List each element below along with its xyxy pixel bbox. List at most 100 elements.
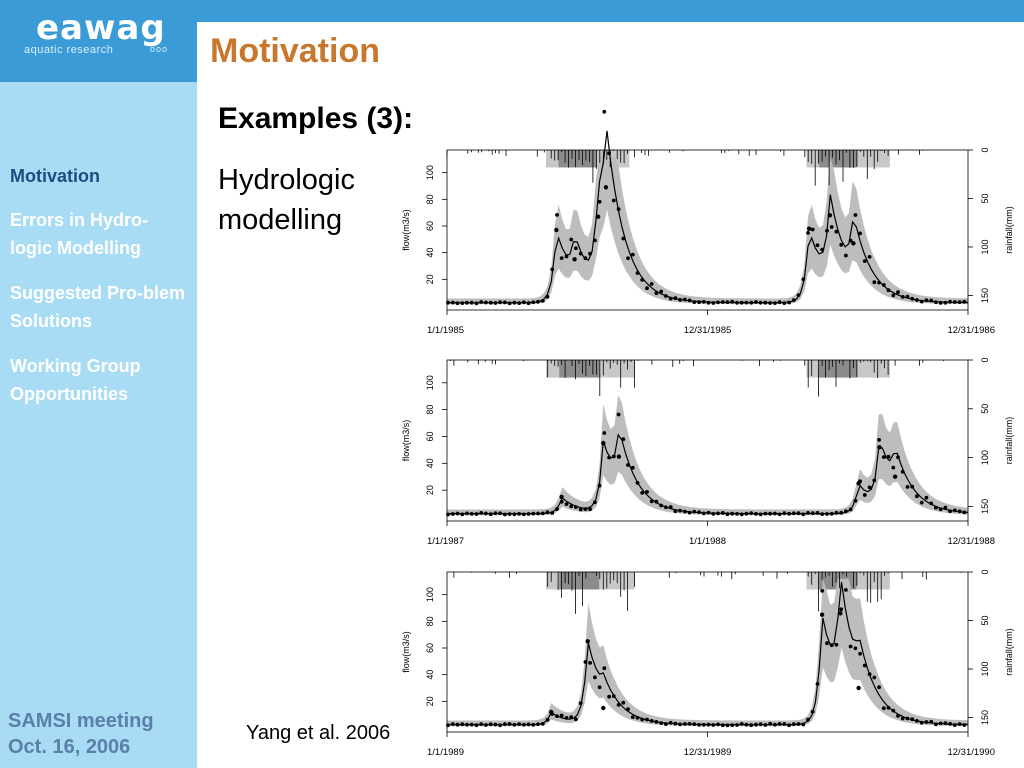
observed-flow-point — [844, 509, 848, 514]
observed-flow-point — [938, 507, 943, 512]
observed-flow-point — [881, 706, 886, 711]
observed-flow-point — [896, 290, 900, 295]
observed-peak-point — [892, 474, 898, 479]
observed-flow-point — [687, 722, 692, 726]
observed-flow-point — [929, 298, 934, 303]
sidebar-item-solutions[interactable]: Suggested Pro-blem Solutions — [10, 283, 186, 331]
rainfall-axis-label: rainfall(mm) — [1004, 417, 1014, 465]
observed-flow-point — [910, 484, 915, 489]
observed-peak-point — [856, 685, 861, 691]
observed-flow-point — [777, 512, 782, 517]
observed-flow-point — [773, 301, 777, 305]
observed-flow-point — [474, 723, 479, 728]
observed-flow-point — [668, 296, 673, 301]
rainfall-tick-label: 150 — [980, 710, 990, 725]
observed-flow-point — [479, 511, 484, 515]
observed-flow-point — [957, 722, 962, 726]
observed-flow-point — [730, 511, 735, 516]
observed-flow-point — [872, 675, 877, 680]
rainfall-tick-label: 50 — [980, 404, 990, 414]
uncertainty-band — [447, 578, 968, 727]
rainfall-tick-label: 100 — [980, 450, 990, 465]
observed-flow-point — [484, 723, 488, 727]
observed-flow-point — [583, 256, 588, 261]
observed-flow-point — [630, 715, 635, 719]
observed-peak-point — [585, 639, 590, 644]
sidebar-item-errors[interactable]: Errors in Hydro-logic Modelling — [10, 210, 149, 258]
observed-flow-point — [493, 511, 498, 516]
observed-flow-point — [881, 283, 886, 287]
observed-flow-point — [900, 469, 905, 474]
flow-tick-label: 40 — [425, 670, 435, 680]
observed-flow-point — [574, 246, 578, 251]
observed-flow-point — [678, 508, 682, 513]
observed-flow-point — [630, 465, 635, 470]
observed-flow-point — [872, 478, 877, 483]
flow-tick-label: 80 — [425, 405, 435, 415]
observed-flow-point — [602, 666, 607, 671]
observed-flow-point — [503, 722, 507, 727]
observed-flow-point — [867, 485, 872, 490]
observed-flow-point — [815, 243, 820, 248]
observed-flow-point — [659, 503, 664, 508]
observed-flow-point — [630, 252, 635, 257]
observed-flow-point — [668, 505, 673, 509]
observed-flow-point — [555, 213, 559, 217]
body-text: Hydrologic modelling — [218, 160, 355, 240]
observed-flow-point — [640, 717, 645, 722]
rainfall-axis-label: rainfall(mm) — [1004, 628, 1014, 676]
observed-flow-point — [796, 511, 801, 516]
wet-period-core — [818, 360, 857, 378]
observed-flow-point — [796, 722, 801, 726]
observed-flow-point — [886, 454, 891, 459]
observed-flow-point — [536, 722, 540, 727]
observed-flow-point — [919, 500, 924, 505]
observed-flow-point — [687, 510, 692, 515]
observed-flow-point — [687, 298, 692, 303]
observed-flow-point — [531, 511, 536, 516]
observed-flow-point — [810, 227, 815, 232]
observed-flow-point — [507, 722, 512, 726]
observed-flow-point — [493, 722, 498, 727]
observed-flow-point — [649, 719, 654, 723]
sidebar-item-working-group[interactable]: Working Group Opportunities — [10, 356, 141, 404]
observed-flow-point — [455, 301, 460, 306]
observed-flow-point — [900, 716, 905, 721]
observed-flow-point — [545, 510, 550, 515]
observed-flow-point — [829, 225, 834, 229]
observed-flow-point — [540, 299, 545, 303]
observed-flow-point — [934, 505, 938, 510]
rainfall-tick-label: 0 — [980, 569, 990, 574]
top-bar — [0, 0, 1024, 22]
observed-flow-point — [460, 722, 465, 727]
observed-flow-point — [635, 271, 640, 275]
observed-flow-point — [820, 589, 825, 593]
observed-flow-point — [574, 717, 578, 722]
observed-flow-point — [754, 300, 758, 304]
observed-flow-point — [820, 512, 825, 516]
observed-flow-point — [716, 511, 720, 516]
observed-flow-point — [744, 300, 749, 305]
flow-tick-label: 100 — [425, 165, 435, 180]
sidebar-item-motivation[interactable]: Motivation — [10, 166, 100, 186]
observed-flow-point — [602, 109, 607, 114]
logo-tagline: aquatic research — [24, 44, 114, 56]
observed-flow-point — [725, 723, 730, 728]
observed-flow-point — [725, 300, 730, 305]
rainfall-bars — [450, 360, 945, 397]
observed-peak-point — [838, 611, 843, 616]
observed-flow-point — [583, 660, 588, 664]
observed-flow-point — [635, 715, 640, 720]
observed-flow-point — [834, 510, 839, 515]
observed-flow-point — [706, 510, 711, 515]
observed-peak-point — [806, 226, 812, 231]
observed-flow-point — [834, 642, 839, 647]
observed-flow-point — [853, 646, 858, 651]
observed-flow-point — [720, 723, 725, 728]
observed-flow-point — [701, 723, 706, 727]
observed-flow-point — [962, 510, 967, 515]
sidebar-nav: Motivation Errors in Hydro-logic Modelli… — [0, 82, 197, 768]
observed-flow-point — [791, 511, 796, 516]
observed-flow-point — [469, 512, 474, 516]
flow-tick-label: 100 — [425, 587, 435, 602]
